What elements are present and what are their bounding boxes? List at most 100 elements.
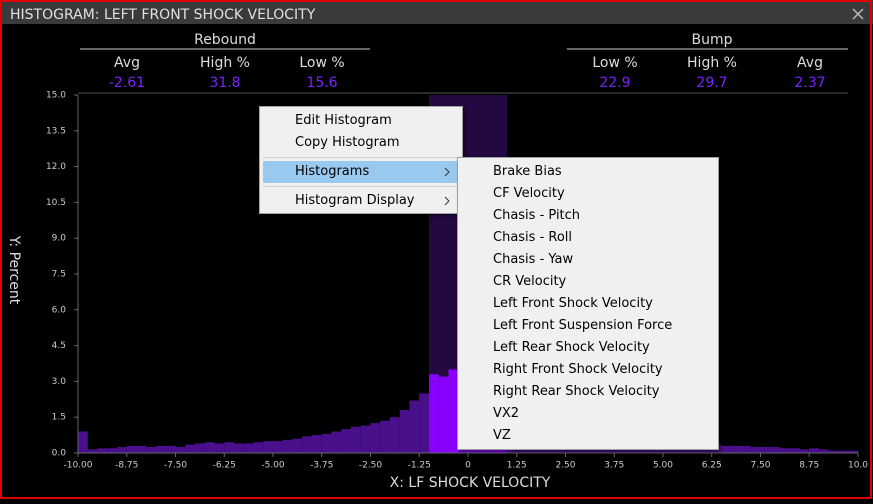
submenu-item[interactable]: VZ (493, 428, 511, 443)
stat-value: 15.6 (306, 75, 337, 91)
y-tick-label: 9.0 (52, 234, 67, 244)
submenu-item[interactable]: Left Front Shock Velocity (493, 296, 653, 311)
submenu-item[interactable]: Left Rear Shock Velocity (493, 340, 650, 355)
submenu-item[interactable]: CR Velocity (493, 274, 567, 289)
stat-value: -2.61 (109, 75, 145, 91)
bar (819, 449, 829, 453)
bar (331, 431, 342, 453)
menu-item[interactable]: Edit Histogram (295, 113, 392, 128)
bar (302, 436, 312, 453)
bar (390, 417, 400, 453)
submenu-item[interactable]: Chasis - Roll (493, 230, 573, 245)
bar (741, 445, 751, 453)
bar (282, 439, 293, 453)
bar (429, 374, 439, 453)
bar (234, 443, 244, 453)
y-tick-label: 10.5 (46, 198, 66, 208)
context-menu: Edit Histogram Copy Histogram Histograms… (259, 106, 463, 214)
y-tick-label: 7.5 (52, 270, 66, 280)
x-tick-label: 3.75 (604, 461, 624, 471)
bar (78, 431, 88, 453)
x-tick-label: 10.0 (848, 461, 868, 471)
bar (380, 420, 390, 453)
bar (721, 445, 732, 453)
bar (224, 442, 234, 453)
bar (87, 449, 98, 453)
x-tick-label: 1.25 (507, 461, 527, 471)
bar (351, 426, 361, 453)
y-tick-label: 1.5 (52, 413, 66, 423)
x-tick-label: -5.00 (261, 461, 285, 471)
bar (419, 393, 429, 453)
window-title: HISTOGRAM: LEFT FRONT SHOCK VELOCITY (10, 7, 316, 23)
bar (838, 450, 849, 453)
submenu: Brake Bias CF Velocity Chasis - Pitch Chasi… (457, 157, 719, 450)
bar (799, 449, 810, 453)
y-tick-label: 3.0 (52, 377, 67, 387)
stat-label: Low % (299, 55, 344, 71)
title-bar (0, 0, 873, 24)
bar (214, 443, 225, 453)
bar (292, 438, 303, 453)
bar (360, 425, 371, 453)
x-tick-label: 2.50 (555, 461, 575, 471)
x-tick-label: -1.25 (408, 461, 431, 471)
submenu-item[interactable]: Right Rear Shock Velocity (493, 384, 660, 399)
x-tick-label: 0 (465, 461, 471, 471)
y-tick-label: 15.0 (46, 91, 66, 101)
y-axis-label: Y: Percent (6, 235, 22, 305)
submenu-item[interactable]: Chasis - Pitch (493, 208, 581, 223)
bar (253, 442, 264, 453)
bar (195, 443, 205, 453)
stat-label: Low % (592, 55, 637, 71)
bar (809, 448, 819, 453)
y-tick-label: 6.0 (52, 305, 67, 315)
x-tick-label: -8.75 (115, 461, 138, 471)
y-tick-label: 13.5 (46, 126, 66, 136)
stat-label: High % (200, 55, 250, 71)
bar (409, 400, 420, 453)
bar (156, 445, 166, 453)
x-tick-label: -6.25 (213, 461, 236, 471)
menu-item[interactable]: Histograms (263, 161, 459, 183)
submenu-item[interactable]: VX2 (493, 406, 520, 421)
menu-item[interactable]: Copy Histogram (295, 135, 400, 150)
submenu-arrow (444, 196, 450, 206)
bar (848, 450, 858, 453)
bar (312, 435, 322, 453)
submenu-arrow (444, 167, 450, 177)
submenu-item[interactable]: Right Front Shock Velocity (493, 362, 663, 377)
x-tick-label: -3.75 (310, 461, 333, 471)
y-tick-label: 4.5 (52, 341, 66, 351)
bar (448, 369, 459, 453)
close-button[interactable] (852, 8, 864, 20)
x-tick-label: -7.50 (164, 461, 188, 471)
x-tick-label: 6.25 (702, 461, 722, 471)
bar (828, 450, 839, 453)
x-tick-label: 5.00 (653, 461, 673, 471)
bar (146, 447, 156, 453)
menu-item[interactable]: Histogram Display (263, 190, 459, 212)
submenu-item[interactable]: Brake Bias (493, 164, 562, 179)
submenu-item[interactable]: Chasis - Yaw (493, 252, 574, 267)
bar (770, 447, 780, 453)
bar (136, 445, 147, 453)
menu-separator (263, 157, 459, 158)
bar (760, 447, 771, 453)
x-tick-label: 8.75 (799, 461, 819, 471)
stat-value: 29.7 (696, 75, 727, 91)
bar (97, 448, 108, 453)
submenu-item[interactable]: Left Front Suspension Force (493, 318, 673, 333)
submenu-item[interactable]: CF Velocity (493, 186, 565, 201)
bar (165, 445, 176, 453)
stat-label: Avg (114, 55, 140, 71)
stat-label: High % (687, 55, 737, 71)
bar (175, 447, 186, 453)
bar (117, 447, 127, 453)
bar (107, 448, 117, 453)
bar (789, 448, 800, 453)
stat-value: 31.8 (209, 75, 240, 91)
